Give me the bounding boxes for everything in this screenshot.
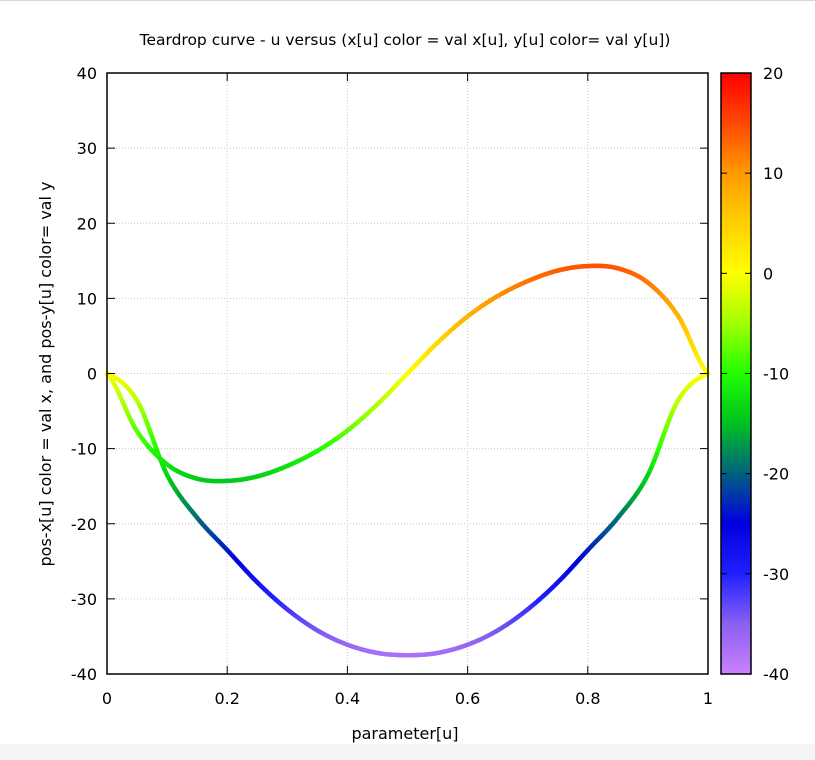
- x-tick-label: 1: [703, 689, 713, 708]
- data-point: [645, 472, 651, 478]
- y-tick-label: 0: [87, 365, 97, 384]
- data-point: [375, 650, 380, 656]
- y-tick-label: 30: [77, 139, 97, 158]
- colorbar-tick-label: 0: [763, 264, 773, 283]
- y-tick-label: 10: [77, 289, 97, 308]
- chart-title: Teardrop curve - u versus (x[u] color = …: [139, 31, 671, 49]
- data-point: [435, 650, 440, 656]
- data-point: [164, 462, 170, 467]
- data-point: [615, 266, 621, 271]
- y-tick-label: -10: [71, 440, 97, 459]
- data-point: [495, 293, 500, 299]
- data-point: [225, 547, 230, 553]
- data-point: [134, 398, 140, 403]
- y-tick-label: 40: [77, 64, 97, 83]
- y-axis-ticks: -40 -30 -20 -10 0 10 20 30 40: [71, 64, 708, 684]
- data-point: [525, 607, 530, 612]
- colorbar-tick-label: 20: [763, 64, 783, 83]
- data-point: [315, 448, 320, 454]
- y-axis-label: pos-x[u] color = val x, and pos-y[u] col…: [36, 182, 55, 567]
- data-point: [285, 463, 290, 469]
- data-point: [345, 428, 350, 433]
- colorbar-tick-label: -10: [763, 365, 789, 384]
- x-tick-label: 0.4: [335, 689, 360, 708]
- data-point: [405, 371, 410, 376]
- data-point: [435, 340, 440, 345]
- data-point: [134, 429, 140, 434]
- data-point: [225, 478, 230, 484]
- series-1-curve: [104, 371, 711, 658]
- colorbar-tick-label: -20: [763, 465, 789, 484]
- data-point: [645, 280, 651, 285]
- y-tick-label: -30: [71, 590, 97, 609]
- data-point: [675, 313, 681, 318]
- data-point: [194, 515, 200, 520]
- data-point: [585, 263, 590, 269]
- data-point: [585, 547, 590, 553]
- x-axis-label: parameter[u]: [351, 724, 458, 743]
- y-tick-label: 20: [77, 214, 97, 233]
- data-point: [465, 642, 470, 647]
- data-point: [345, 642, 350, 647]
- data-point: [194, 476, 200, 481]
- y-tick-label: -40: [71, 665, 97, 684]
- colorbar-tick-label: -30: [763, 565, 789, 584]
- data-point: [465, 314, 470, 319]
- colorbar-ticks: -40 -30 -20 -10 0 10 20: [721, 64, 789, 684]
- data-point: [315, 628, 320, 633]
- data-point: [405, 653, 410, 658]
- data-point: [255, 474, 260, 479]
- series-0-curve: [104, 263, 711, 484]
- data-point: [285, 607, 290, 612]
- data-point: [525, 278, 530, 284]
- data-point: [675, 398, 681, 403]
- data-point: [555, 268, 560, 273]
- data-point: [495, 628, 500, 633]
- colorbar-tick-label: -40: [763, 665, 789, 684]
- top-rule: [0, 0, 815, 1]
- x-tick-label: 0.6: [455, 689, 480, 708]
- x-tick-label: 0: [102, 689, 112, 708]
- data-point: [164, 472, 170, 478]
- x-tick-label: 0.2: [214, 689, 239, 708]
- series-group: [104, 263, 711, 658]
- x-tick-label: 0.8: [575, 689, 600, 708]
- colorbar-tick-label: 10: [763, 164, 783, 183]
- x-axis-ticks: 0 0.2 0.4 0.6 0.8 1: [102, 73, 713, 708]
- data-point: [555, 580, 560, 585]
- data-point: [375, 402, 380, 407]
- data-point: [615, 515, 621, 520]
- data-point: [255, 580, 260, 585]
- bottom-band: [0, 744, 815, 760]
- y-tick-label: -20: [71, 515, 97, 534]
